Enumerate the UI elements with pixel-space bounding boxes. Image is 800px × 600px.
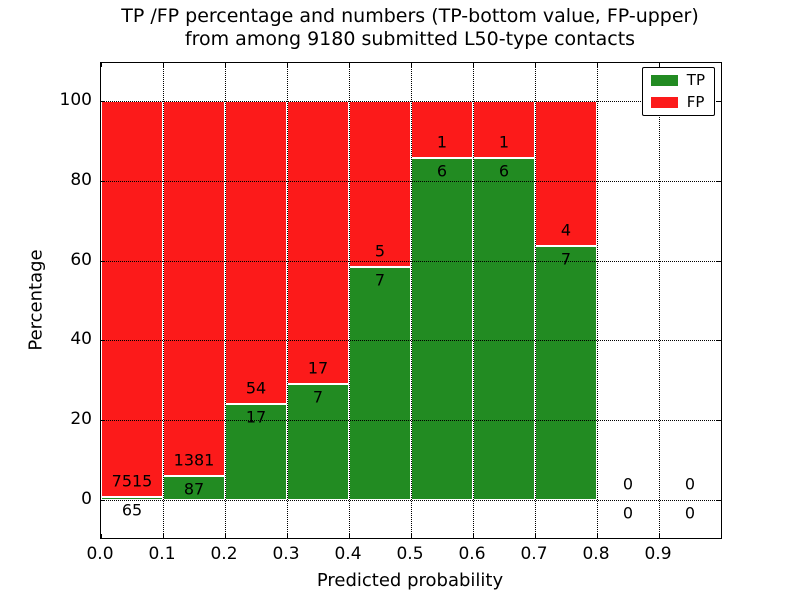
x-tick-label: 0.4 — [334, 544, 362, 564]
y-tick — [101, 180, 105, 182]
y-tick — [101, 340, 105, 342]
y-tick — [717, 340, 721, 342]
fp-count-label: 0 — [684, 474, 696, 494]
x-tick-label: 0.7 — [520, 544, 548, 564]
tp-bar-segment — [101, 496, 163, 500]
tp-legend-swatch — [650, 75, 678, 86]
legend-item-fp: FP — [650, 93, 705, 111]
x-gridline — [659, 63, 660, 538]
tp-count-label: 0 — [622, 503, 634, 523]
x-tick-label: 0.9 — [644, 544, 672, 564]
y-tick — [101, 500, 105, 501]
y-tick — [717, 101, 721, 102]
fp-count-label: 5 — [374, 241, 386, 261]
x-gridline — [225, 63, 226, 538]
y-tick-label: 0 — [81, 489, 92, 509]
y-tick — [717, 260, 721, 262]
x-tick — [287, 63, 288, 67]
y-tick-label: 60 — [70, 249, 92, 270]
tp-bar-segment — [411, 158, 473, 500]
fp-count-label: 1 — [498, 132, 510, 152]
y-tick-label: 80 — [70, 169, 92, 190]
tp-count-label: 7 — [560, 249, 572, 269]
y-tick — [717, 420, 721, 422]
tp-count-label: 0 — [684, 503, 696, 523]
y-tick — [101, 420, 105, 422]
fp-bar-segment — [163, 101, 225, 477]
y-tick-label: 100 — [59, 90, 92, 110]
fp-count-label: 7515 — [111, 471, 153, 491]
fp-count-label: 17 — [307, 358, 329, 378]
x-tick — [659, 63, 660, 67]
x-gridline — [411, 63, 412, 538]
x-tick-label: 0.5 — [396, 544, 424, 564]
x-tick — [349, 63, 350, 67]
y-tick — [717, 500, 721, 501]
tp-legend-label: TP — [686, 71, 705, 89]
x-tick — [101, 63, 102, 67]
x-gridline — [349, 63, 350, 538]
fp-count-label: 4 — [560, 220, 572, 240]
x-tick — [225, 63, 226, 67]
x-tick — [597, 534, 598, 538]
x-tick — [473, 534, 474, 538]
fp-count-label: 1381 — [173, 450, 215, 470]
tp-count-label: 6 — [436, 161, 448, 181]
fp-count-label: 54 — [245, 378, 267, 398]
y-tick — [101, 101, 105, 102]
fp-count-label: 0 — [622, 474, 634, 494]
x-tick — [163, 534, 164, 538]
x-tick — [101, 534, 102, 538]
x-tick — [411, 534, 412, 538]
x-tick — [163, 63, 164, 67]
x-tick — [597, 63, 598, 67]
x-tick-label: 0.0 — [86, 544, 114, 564]
tp-count-label: 6 — [498, 161, 510, 181]
fp-bar-segment — [535, 101, 597, 247]
tp-count-label: 65 — [121, 500, 143, 520]
legend-item-tp: TP — [650, 71, 705, 89]
tp-count-label: 87 — [183, 479, 205, 499]
tp-count-label: 17 — [245, 407, 267, 427]
x-axis-label: Predicted probability — [316, 570, 504, 591]
fp-legend-label: FP — [686, 93, 705, 111]
fp-bar-segment — [101, 101, 163, 497]
tp-bar-segment — [349, 267, 411, 500]
tp-count-label: 7 — [374, 270, 386, 290]
tp-count-label: 7 — [312, 387, 324, 407]
tp-bar-segment — [535, 246, 597, 500]
x-tick — [535, 534, 536, 538]
y-tick-label: 20 — [70, 409, 92, 430]
x-tick-label: 0.6 — [458, 544, 486, 564]
x-tick — [349, 534, 350, 538]
y-tick-label: 40 — [70, 329, 92, 350]
x-tick-label: 0.2 — [210, 544, 238, 564]
y-tick — [717, 180, 721, 182]
x-gridline — [163, 63, 164, 538]
chart-title: TP /FP percentage and numbers (TP-bottom… — [121, 5, 699, 50]
x-tick — [659, 534, 660, 538]
x-tick — [411, 63, 412, 67]
x-tick-label: 0.1 — [148, 544, 176, 564]
x-tick — [535, 63, 536, 67]
x-gridline — [535, 63, 536, 538]
y-axis-label: Percentage — [25, 249, 47, 351]
tp-bar-segment — [473, 158, 535, 500]
x-gridline — [287, 63, 288, 538]
y-tick — [101, 260, 105, 262]
x-tick — [287, 534, 288, 538]
x-tick — [225, 534, 226, 538]
legend: TP FP — [641, 67, 715, 116]
x-tick-label: 0.8 — [582, 544, 610, 564]
x-gridline — [473, 63, 474, 538]
fp-count-label: 1 — [436, 132, 448, 152]
fp-legend-swatch — [650, 97, 678, 108]
x-tick — [473, 63, 474, 67]
x-gridline — [597, 63, 598, 538]
fp-bar-segment — [225, 101, 287, 405]
plot-area: TP FP 7515 65 1381 87 54 17 17 7 5 7 1 6 1 6 4 7 0 0 0 0 — [100, 62, 722, 539]
x-tick-label: 0.3 — [272, 544, 300, 564]
